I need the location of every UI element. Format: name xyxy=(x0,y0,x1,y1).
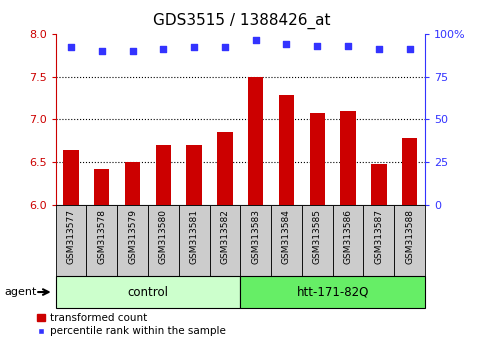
Text: GSM313583: GSM313583 xyxy=(251,209,260,264)
Bar xyxy=(364,205,394,276)
Bar xyxy=(371,164,386,205)
Bar xyxy=(302,205,333,276)
Text: GSM313579: GSM313579 xyxy=(128,209,137,264)
Point xyxy=(190,45,198,50)
Bar xyxy=(240,205,271,276)
Text: agent: agent xyxy=(5,287,37,297)
Bar xyxy=(248,76,263,205)
Bar xyxy=(402,138,417,205)
Bar xyxy=(117,205,148,276)
Bar xyxy=(125,162,140,205)
Bar xyxy=(63,149,79,205)
Text: GSM313585: GSM313585 xyxy=(313,209,322,264)
Point xyxy=(283,41,290,47)
Bar xyxy=(271,205,302,276)
Point xyxy=(344,43,352,48)
Bar xyxy=(279,96,294,205)
Point xyxy=(313,43,321,48)
Text: GSM313577: GSM313577 xyxy=(67,209,75,264)
Point xyxy=(252,38,259,43)
Bar xyxy=(56,276,241,308)
Bar xyxy=(156,145,171,205)
Text: htt-171-82Q: htt-171-82Q xyxy=(297,286,369,298)
Text: GDS3515 / 1388426_at: GDS3515 / 1388426_at xyxy=(153,12,330,29)
Bar xyxy=(394,205,425,276)
Bar xyxy=(217,132,233,205)
Point xyxy=(375,46,383,52)
Legend: transformed count, percentile rank within the sample: transformed count, percentile rank withi… xyxy=(37,313,226,336)
Text: GSM313588: GSM313588 xyxy=(405,209,414,264)
Text: GSM313587: GSM313587 xyxy=(374,209,384,264)
Point xyxy=(221,45,229,50)
Text: GSM313578: GSM313578 xyxy=(97,209,106,264)
Point xyxy=(406,46,413,52)
Bar xyxy=(333,205,364,276)
Bar xyxy=(341,111,356,205)
Text: control: control xyxy=(128,286,169,298)
Point xyxy=(98,48,106,53)
Text: GSM313582: GSM313582 xyxy=(220,209,229,264)
Text: GSM313580: GSM313580 xyxy=(159,209,168,264)
Bar xyxy=(179,205,210,276)
Bar xyxy=(240,276,425,308)
Bar xyxy=(86,205,117,276)
Point xyxy=(159,46,167,52)
Point xyxy=(128,48,136,53)
Bar xyxy=(210,205,240,276)
Text: GSM313586: GSM313586 xyxy=(343,209,353,264)
Text: GSM313581: GSM313581 xyxy=(190,209,199,264)
Bar xyxy=(310,114,325,205)
Bar xyxy=(94,169,110,205)
Text: GSM313584: GSM313584 xyxy=(282,209,291,264)
Bar xyxy=(148,205,179,276)
Bar xyxy=(186,145,202,205)
Point xyxy=(67,45,75,50)
Bar xyxy=(56,205,86,276)
